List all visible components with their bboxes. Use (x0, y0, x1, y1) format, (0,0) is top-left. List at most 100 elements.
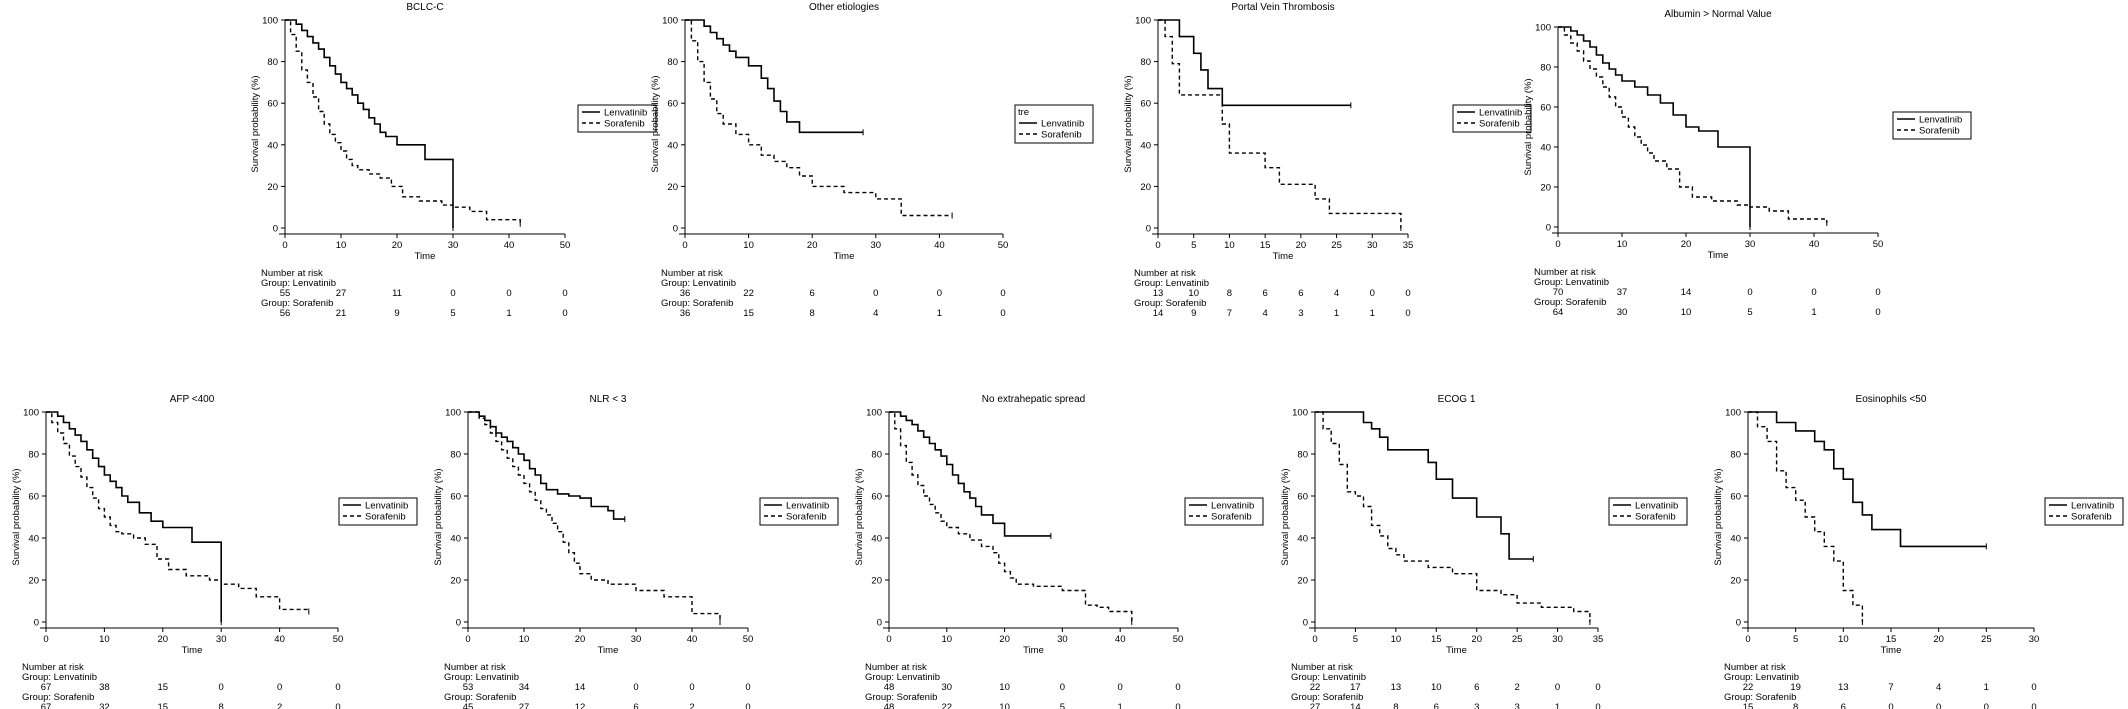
y-tick-label: 100 (445, 408, 461, 419)
risk-group-label: Group: Lenvatinib (261, 278, 336, 289)
risk-value: 0 (1984, 702, 1989, 709)
x-tick-label: 20 (1471, 634, 1482, 645)
risk-group-label: Group: Sorafenib (261, 298, 333, 309)
x-axis-label: Time (1881, 645, 1902, 656)
chart-title: Other etiologies (809, 2, 879, 13)
risk-value: 27 (336, 288, 347, 299)
y-tick-label: 80 (871, 450, 882, 461)
y-tick-label: 0 (1146, 224, 1151, 235)
risk-value: 27 (519, 702, 530, 709)
x-tick-label: 40 (934, 240, 945, 251)
x-tick-label: 50 (560, 240, 571, 251)
y-tick-label: 20 (667, 182, 678, 193)
legend-label: Lenvatinib (1479, 108, 1522, 119)
risk-value: 6 (810, 288, 815, 299)
risk-value: 0 (1555, 682, 1560, 693)
y-tick-label: 80 (450, 450, 461, 461)
risk-value: 0 (1875, 287, 1880, 298)
x-tick-label: 20 (1296, 240, 1307, 251)
y-tick-label: 100 (262, 16, 278, 27)
risk-title: Number at risk (865, 662, 927, 673)
risk-value: 1 (937, 308, 942, 319)
risk-value: 1 (1555, 702, 1560, 709)
x-tick-label: 35 (1403, 240, 1414, 251)
y-tick-label: 80 (28, 450, 39, 461)
risk-group-label: Group: Lenvatinib (444, 672, 519, 683)
y-tick-label: 0 (273, 224, 278, 235)
series-lenvatinib-line (46, 411, 222, 622)
risk-value: 2 (277, 702, 282, 709)
risk-value: 4 (1936, 682, 1941, 693)
x-tick-label: 0 (1155, 240, 1160, 251)
x-tick-label: 5 (1353, 634, 1358, 645)
y-tick-label: 100 (866, 408, 882, 419)
risk-value: 0 (1811, 287, 1816, 298)
x-tick-label: 10 (336, 240, 347, 251)
risk-value: 0 (873, 288, 878, 299)
y-tick-label: 20 (1730, 576, 1741, 587)
series-sorafenib-line (685, 19, 953, 217)
y-tick-label: 100 (23, 408, 39, 419)
series-lenvatinib-line (685, 19, 864, 134)
x-tick-label: 50 (1873, 239, 1884, 250)
risk-value: 6 (1298, 288, 1303, 299)
series-lenvatinib-line (1558, 26, 1751, 227)
risk-value: 15 (743, 308, 754, 319)
x-tick-label: 25 (1981, 634, 1992, 645)
x-axis-label: Time (1023, 645, 1044, 656)
y-tick-label: 40 (450, 534, 461, 545)
risk-value: 1 (1334, 308, 1339, 319)
risk-value: 13 (1391, 682, 1402, 693)
y-tick-label: 40 (667, 140, 678, 151)
y-tick-label: 80 (667, 57, 678, 68)
x-tick-label: 0 (465, 634, 470, 645)
x-tick-label: 40 (1115, 634, 1126, 645)
risk-value: 55 (280, 288, 291, 299)
x-tick-label: 5 (1793, 634, 1798, 645)
risk-value: 8 (810, 308, 815, 319)
risk-value: 0 (335, 702, 340, 709)
x-tick-label: 10 (1391, 634, 1402, 645)
y-tick-label: 0 (1546, 223, 1551, 234)
risk-value: 1 (1984, 682, 1989, 693)
series-lenvatinib-line (889, 411, 1051, 537)
x-axis-label: Time (598, 645, 619, 656)
legend-box (1608, 497, 1688, 526)
legend-label: Sorafenib (786, 512, 827, 523)
risk-group-label: Group: Lenvatinib (1291, 672, 1366, 683)
risk-group-label: Group: Lenvatinib (1134, 278, 1209, 289)
risk-value: 0 (1118, 682, 1123, 693)
legend-box (1014, 104, 1094, 144)
x-axis-label: Time (182, 645, 203, 656)
legend-label: Sorafenib (365, 512, 406, 523)
chart-title: Eosinophils <50 (1856, 394, 1927, 405)
risk-value: 0 (1405, 288, 1410, 299)
risk-value: 0 (1747, 287, 1752, 298)
risk-group-label: Group: Lenvatinib (1534, 277, 1609, 288)
risk-value: 2 (689, 702, 694, 709)
risk-value: 10 (999, 682, 1010, 693)
x-tick-label: 30 (448, 240, 459, 251)
x-axis-label: Time (1708, 250, 1729, 261)
risk-value: 0 (1595, 702, 1600, 709)
series-lenvatinib-line (1315, 411, 1534, 560)
x-tick-label: 30 (1745, 239, 1756, 250)
risk-value: 22 (743, 288, 754, 299)
risk-value: 21 (336, 308, 347, 319)
x-tick-label: 20 (807, 240, 818, 251)
y-tick-label: 80 (1730, 450, 1741, 461)
series-sorafenib-line (889, 411, 1133, 622)
x-tick-label: 10 (1224, 240, 1235, 251)
risk-value: 0 (689, 682, 694, 693)
risk-value: 1 (1118, 702, 1123, 709)
x-tick-label: 10 (1617, 239, 1628, 250)
risk-value: 5 (1060, 702, 1065, 709)
y-tick-label: 20 (1540, 183, 1551, 194)
y-tick-label: 100 (662, 16, 678, 27)
risk-value: 6 (1434, 702, 1439, 709)
x-tick-label: 0 (1555, 239, 1560, 250)
risk-value: 4 (1262, 308, 1267, 319)
